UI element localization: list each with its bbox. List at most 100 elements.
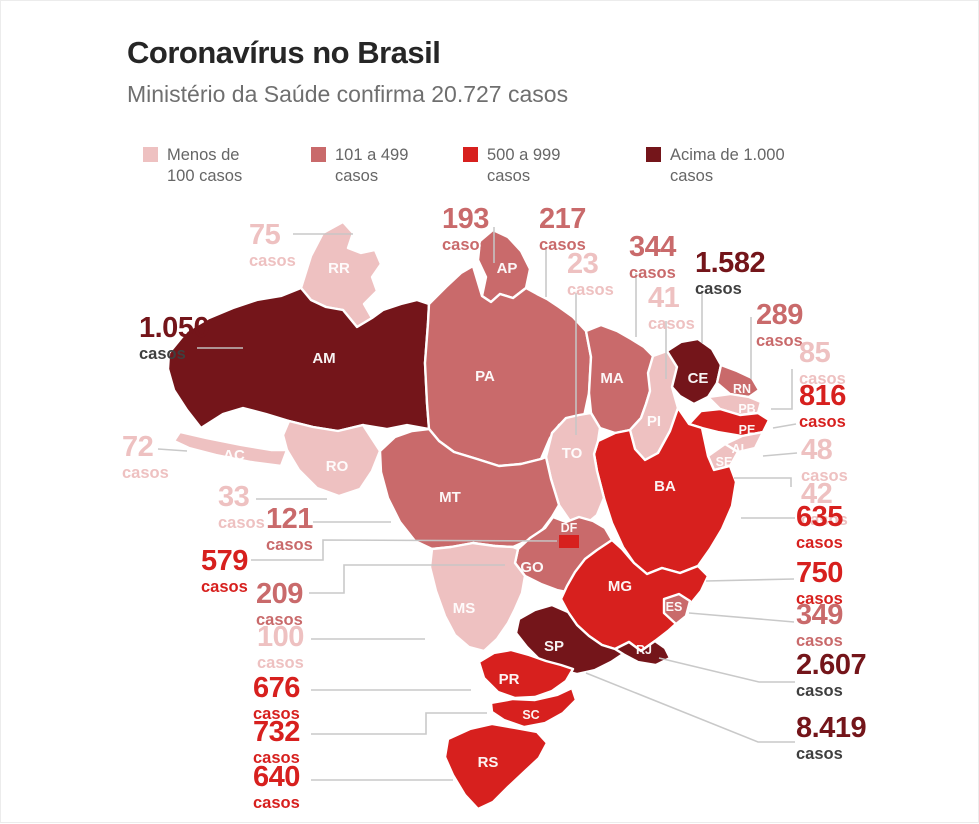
callout-to-value: 23 [567,248,599,280]
state-shape-al [723,430,765,454]
page-title: Coronavírus no Brasil [127,35,441,70]
state-shape-ce [665,337,723,406]
callout-go-value: 209 [256,578,303,610]
leader-se [734,477,792,487]
callout-go-unit: casos [256,611,303,629]
legend-item-over-1000: Acima de 1.000 casos [646,145,785,187]
callout-ms-unit: casos [257,654,304,672]
leader-rj [658,657,795,683]
callout-sp-unit: casos [796,745,843,763]
state-shape-ac [172,430,289,468]
callout-mg-value: 750 [796,557,843,589]
legend-swatch-red-icon [463,147,478,162]
state-label-rn: RN [733,382,751,396]
callout-al-unit: casos [801,467,848,485]
state-label-pa: PA [475,368,495,385]
callout-pi-value: 41 [648,282,680,314]
state-label-ms: MS [453,600,476,617]
state-shape-rs [443,722,549,811]
legend-swatch-light-icon [143,147,158,162]
state-label-ma: MA [600,370,623,387]
callout-pb: 85 casos [799,339,846,388]
callout-pe-unit: casos [799,413,846,431]
state-label-pe: PE [739,423,756,437]
callout-rr-value: 75 [249,219,281,251]
state-shape-es [662,592,692,626]
callout-es-unit: casos [796,632,843,650]
callout-am-value: 1.050 [139,312,210,344]
legend-label: Acima de 1.000 [670,146,785,164]
state-label-pb: PB [738,402,755,416]
callout-rn-value: 289 [756,299,803,331]
legend-item-500-999: 500 a 999 casos [463,145,560,187]
callout-rr: 75 casos [249,221,296,270]
state-shape-ba [592,406,738,576]
callout-rn-unit: casos [756,332,803,350]
state-label-ro: RO [326,458,349,475]
callout-rj: 2.607 casos [796,651,867,700]
state-label-am: AM [312,350,335,367]
leader-sc [311,712,487,735]
state-label-se: SE [716,455,733,469]
callout-pi-unit: casos [648,315,695,333]
callout-al-value: 48 [801,434,833,466]
state-label-pr: PR [499,671,520,688]
callout-ba: 635 casos [796,503,843,552]
callout-pr: 676 casos [253,674,300,723]
callout-go: 209 casos [256,580,303,629]
leader-df [251,539,558,561]
legend-label: 100 casos [167,167,243,185]
callout-pe: 816 casos [799,382,846,431]
callout-pi: 41 casos [648,284,695,333]
callout-pb-unit: casos [799,370,846,388]
callout-rs: 640 casos [253,763,300,812]
state-label-sp: SP [544,638,564,655]
state-label-al: AL [732,442,749,456]
callout-ba-value: 635 [796,501,843,533]
callout-rn: 289 casos [756,301,803,350]
callout-se-value: 42 [801,478,833,510]
legend-label: Menos de [167,146,240,164]
legend-label: 101 a 499 [335,146,409,164]
state-label-ap: AP [497,260,518,277]
leader-pb [771,369,793,410]
state-shape-sc [489,686,578,729]
leader-al [762,452,798,457]
callout-ms-value: 100 [257,621,304,653]
state-shape-rj [613,639,672,667]
legend-label: casos [487,167,531,185]
callout-ap-unit: casos [442,236,489,254]
legend-item-101-499: 101 a 499 casos [311,145,408,187]
callout-sc-unit: casos [253,749,300,767]
callout-sp-value: 8.419 [796,712,867,744]
callout-ro-value: 33 [218,481,250,513]
leader-pe [772,423,797,429]
callout-ce-value: 1.582 [695,247,766,279]
callout-am: 1.050 casos [139,312,210,363]
callout-mt: 121 casos [266,505,313,554]
state-label-mt: MT [439,489,461,506]
callout-ap: 193 casos [442,205,489,254]
state-shape-ms [428,541,527,653]
state-label-to: TO [562,445,583,462]
legend-swatch-medium-icon [311,147,326,162]
state-label-ac: AC [223,447,245,464]
state-label-ba: BA [654,478,676,495]
state-shape-rn [715,363,761,399]
leader-sp [585,672,795,743]
callout-mt-unit: casos [266,536,313,554]
callout-rs-value: 640 [253,761,300,793]
callout-es: 349 casos [796,601,843,650]
state-shape-df [559,535,579,548]
state-label-rs: RS [478,754,499,771]
state-shape-pe [687,407,771,438]
callout-df-unit: casos [201,578,248,596]
state-label-sc: SC [522,708,539,722]
callout-mt-value: 121 [266,503,313,535]
callout-pa-unit: casos [539,236,586,254]
legend-label: casos [335,167,379,185]
callout-mg-unit: casos [796,590,843,608]
callout-se-unit: casos [801,511,848,529]
callout-am-unit: casos [139,345,186,363]
